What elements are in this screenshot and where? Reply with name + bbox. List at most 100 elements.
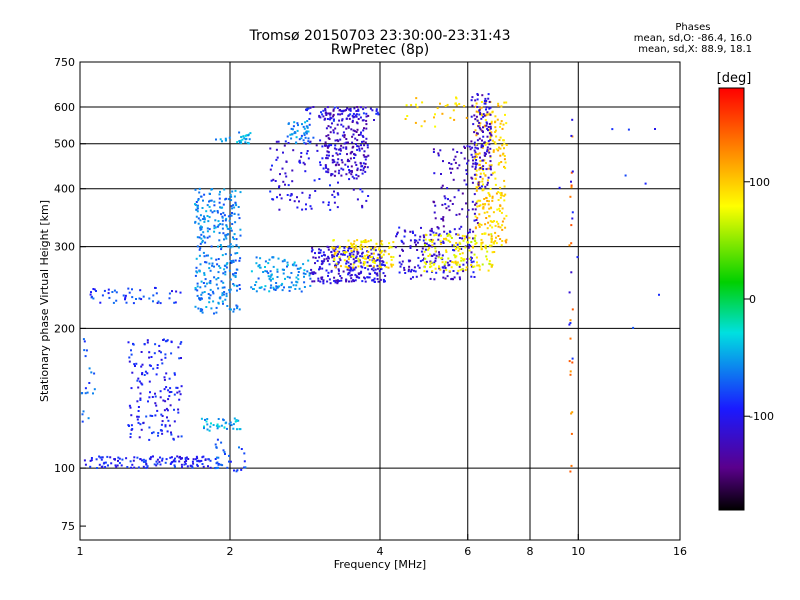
data-point: [416, 241, 419, 244]
data-point: [478, 121, 481, 124]
data-point: [269, 147, 272, 150]
data-point: [362, 136, 365, 138]
data-point: [570, 184, 573, 187]
colorbar-unit-label: [deg]: [717, 71, 752, 86]
data-point: [221, 216, 224, 219]
data-point: [478, 163, 481, 166]
data-point: [307, 140, 310, 143]
data-point: [474, 105, 477, 108]
data-point: [324, 141, 327, 144]
data-point: [351, 121, 354, 123]
data-point: [225, 266, 228, 269]
data-point: [180, 435, 183, 438]
data-point: [367, 268, 370, 271]
data-point: [472, 162, 475, 165]
data-point: [481, 188, 484, 191]
data-point: [329, 113, 332, 116]
data-point: [296, 129, 299, 132]
data-point: [318, 114, 321, 117]
data-point: [376, 258, 379, 261]
data-point: [467, 231, 469, 234]
data-point: [289, 286, 292, 289]
data-point: [347, 126, 350, 129]
data-point: [361, 147, 364, 150]
data-point: [482, 207, 485, 210]
data-point: [205, 420, 208, 423]
data-point: [312, 106, 315, 108]
data-point: [202, 465, 205, 468]
data-point: [209, 269, 212, 272]
data-point: [367, 240, 370, 243]
data-point: [475, 132, 478, 135]
data-point: [370, 268, 373, 271]
data-point: [355, 110, 358, 112]
data-point: [395, 235, 398, 238]
data-point: [346, 107, 349, 110]
data-point: [315, 144, 318, 147]
data-point: [458, 227, 461, 230]
data-point: [476, 98, 479, 101]
data-point: [570, 171, 573, 174]
data-point: [390, 246, 393, 249]
data-point: [447, 264, 450, 267]
data-point: [148, 438, 151, 441]
data-point: [333, 106, 336, 109]
data-point: [571, 211, 574, 214]
data-point: [486, 227, 489, 230]
data-point: [137, 386, 140, 389]
data-point: [504, 167, 507, 170]
data-point: [442, 266, 445, 269]
data-point: [570, 186, 573, 189]
data-point: [632, 326, 635, 329]
data-point: [313, 179, 316, 182]
data-point: [369, 107, 372, 110]
data-point: [126, 466, 129, 468]
data-point: [269, 278, 272, 281]
data-point: [201, 291, 204, 294]
data-point: [172, 459, 175, 462]
data-point: [353, 280, 355, 283]
data-point: [459, 278, 461, 281]
data-point: [164, 340, 167, 343]
data-point: [401, 241, 404, 243]
data-point: [497, 199, 500, 201]
data-point: [447, 205, 450, 208]
data-point: [308, 142, 311, 144]
data-point: [238, 131, 241, 134]
data-point: [342, 125, 345, 128]
data-point: [275, 287, 278, 290]
data-point: [464, 235, 466, 238]
data-point: [262, 271, 265, 273]
data-point: [407, 259, 410, 262]
data-point: [192, 458, 195, 461]
data-point: [431, 244, 434, 247]
data-point: [352, 133, 355, 136]
data-point: [124, 294, 127, 297]
data-point: [442, 219, 445, 222]
data-point: [355, 259, 358, 262]
data-point: [324, 109, 327, 112]
data-point: [348, 265, 351, 267]
data-point: [396, 231, 399, 234]
data-point: [173, 408, 175, 411]
data-point: [490, 173, 493, 176]
data-point: [503, 165, 506, 168]
data-point: [497, 225, 500, 228]
data-point: [163, 409, 166, 412]
data-point: [285, 175, 288, 178]
data-point: [122, 294, 125, 297]
data-point: [480, 113, 483, 116]
data-point: [479, 111, 482, 114]
data-point: [203, 193, 206, 196]
data-point: [206, 428, 209, 431]
data-point: [232, 261, 235, 263]
data-point: [441, 203, 444, 206]
data-point: [485, 100, 488, 102]
data-point: [165, 372, 168, 375]
data-point: [364, 267, 367, 269]
data-point: [275, 148, 278, 151]
data-point: [398, 226, 401, 229]
data-point: [131, 296, 134, 299]
data-point: [335, 148, 338, 151]
data-point: [220, 248, 223, 251]
